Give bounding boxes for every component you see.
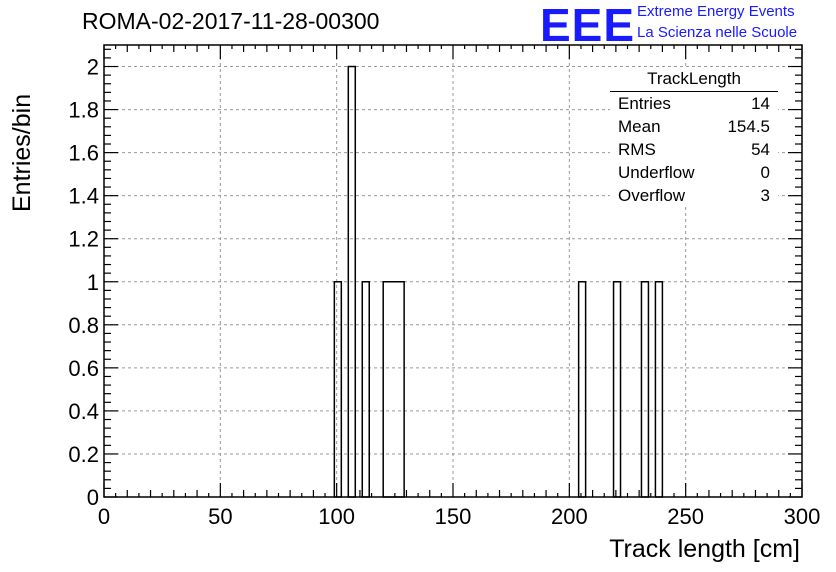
- histogram-bin: [361, 281, 370, 498]
- stats-label: Underflow: [618, 163, 695, 182]
- y-tick-label: 1: [87, 270, 99, 295]
- histogram-bin: [654, 281, 664, 498]
- x-tick-label: 200: [551, 504, 588, 529]
- histogram-bin: [612, 281, 622, 498]
- logo-subtitle-line1: Extreme Energy Events: [637, 3, 795, 20]
- stats-label: RMS: [618, 140, 656, 159]
- stats-row-underflow: Underflow 0: [610, 161, 778, 184]
- axis-ticks: [103, 45, 803, 498]
- stats-value: 154.5: [727, 117, 770, 136]
- x-tick-label: 150: [435, 504, 472, 529]
- x-tick-label: 100: [318, 504, 355, 529]
- stats-label: Mean: [618, 117, 661, 136]
- y-tick-label: 1.4: [68, 184, 99, 209]
- stats-row-overflow: Overflow 3: [610, 184, 778, 207]
- y-tick-label: 0.8: [68, 313, 99, 338]
- y-axis-label: Entries/bin: [8, 93, 36, 212]
- y-tick-label: 0.2: [68, 442, 99, 467]
- stats-title: TrackLength: [610, 68, 778, 92]
- x-axis-label: Track length [cm]: [609, 535, 800, 563]
- y-tick-label: 0.6: [68, 356, 99, 381]
- x-tick-label: 250: [667, 504, 704, 529]
- stats-row-rms: RMS 54: [610, 138, 778, 161]
- stats-value: 14: [751, 94, 770, 113]
- eee-logo: EEE: [540, 0, 636, 51]
- axis-tick-labels: 0 50 100 150 200 250 300 0 0.2 0.4 0.6 0.8 1 1.2 1.4 1.…: [68, 55, 820, 529]
- stats-box: TrackLength Entries 14 Mean 154.5 RMS 54…: [610, 68, 778, 207]
- stats-label: Entries: [618, 94, 671, 113]
- x-tick-label: 300: [784, 504, 821, 529]
- logo-subtitle-line2: La Scienza nelle Scuole: [637, 24, 798, 41]
- histogram-bin: [333, 281, 343, 498]
- histogram-bin: [382, 281, 405, 498]
- grid-lines: [104, 45, 802, 497]
- x-tick-label: 0: [98, 504, 110, 529]
- stats-row-entries: Entries 14: [610, 92, 778, 115]
- x-tick-label: 50: [208, 504, 232, 529]
- y-tick-label: 1.6: [68, 141, 99, 166]
- histogram-bin: [577, 281, 587, 498]
- histogram-bars: [333, 65, 664, 498]
- stats-value: 3: [760, 186, 770, 205]
- histogram-bin: [640, 281, 650, 498]
- y-tick-label: 2: [87, 55, 99, 80]
- y-tick-label: 0: [87, 485, 99, 510]
- stats-value: 54: [751, 140, 770, 159]
- y-tick-label: 1.8: [68, 98, 99, 123]
- y-tick-label: 0.4: [68, 399, 99, 424]
- stats-label: Overflow: [618, 186, 686, 205]
- stats-value: 0: [760, 163, 770, 182]
- chart-title: ROMA-02-2017-11-28-00300: [82, 8, 380, 34]
- y-tick-label: 1.2: [68, 227, 99, 252]
- stats-row-mean: Mean 154.5: [610, 115, 778, 138]
